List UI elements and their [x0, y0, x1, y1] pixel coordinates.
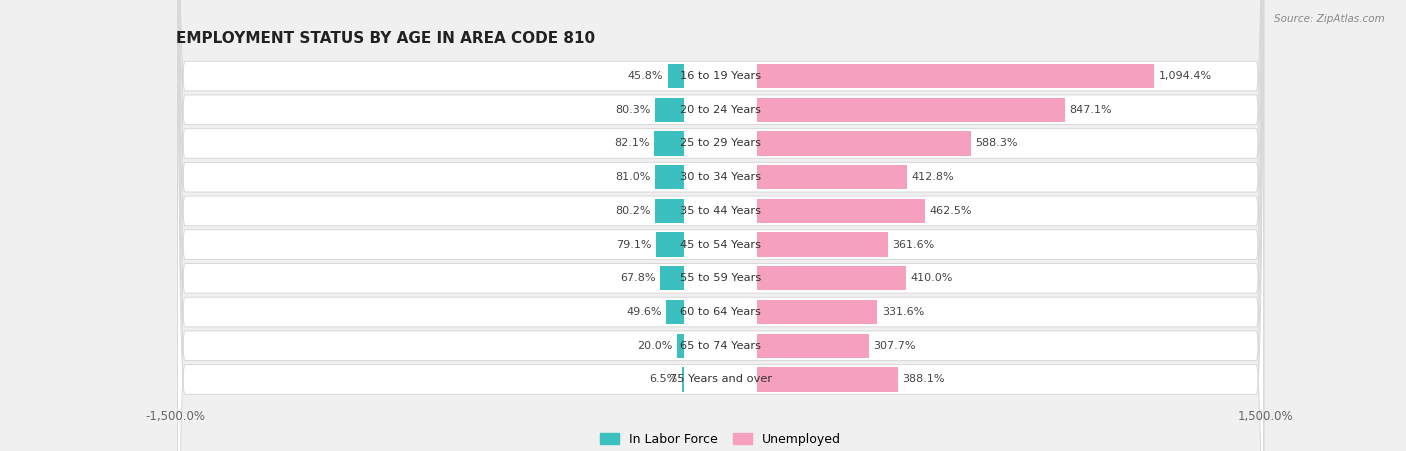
- Text: 331.6%: 331.6%: [882, 307, 924, 317]
- Text: 82.1%: 82.1%: [614, 138, 650, 148]
- Text: 847.1%: 847.1%: [1069, 105, 1112, 115]
- FancyBboxPatch shape: [177, 0, 1264, 451]
- Text: 79.1%: 79.1%: [616, 239, 651, 249]
- Text: 412.8%: 412.8%: [911, 172, 953, 182]
- Bar: [655, 97, 685, 122]
- Bar: [678, 334, 685, 358]
- Bar: [666, 300, 685, 324]
- Text: 67.8%: 67.8%: [620, 273, 655, 283]
- Text: 16 to 19 Years: 16 to 19 Years: [681, 71, 761, 81]
- Bar: [756, 232, 889, 257]
- Bar: [756, 367, 898, 391]
- Text: 81.0%: 81.0%: [614, 172, 651, 182]
- Text: 55 to 59 Years: 55 to 59 Years: [681, 273, 761, 283]
- Text: Source: ZipAtlas.com: Source: ZipAtlas.com: [1274, 14, 1385, 23]
- Bar: [756, 64, 1154, 88]
- Text: 388.1%: 388.1%: [903, 374, 945, 384]
- FancyBboxPatch shape: [177, 0, 1264, 451]
- Bar: [659, 266, 685, 290]
- Text: 80.3%: 80.3%: [616, 105, 651, 115]
- Text: EMPLOYMENT STATUS BY AGE IN AREA CODE 810: EMPLOYMENT STATUS BY AGE IN AREA CODE 81…: [176, 31, 595, 46]
- Text: 49.6%: 49.6%: [627, 307, 662, 317]
- FancyBboxPatch shape: [177, 0, 1264, 451]
- Text: 45.8%: 45.8%: [627, 71, 664, 81]
- FancyBboxPatch shape: [177, 0, 1264, 451]
- FancyBboxPatch shape: [177, 0, 1264, 451]
- Bar: [668, 64, 685, 88]
- Text: 20.0%: 20.0%: [637, 341, 672, 351]
- Text: 1,094.4%: 1,094.4%: [1159, 71, 1212, 81]
- FancyBboxPatch shape: [177, 0, 1264, 451]
- Legend: In Labor Force, Unemployed: In Labor Force, Unemployed: [596, 428, 845, 451]
- FancyBboxPatch shape: [177, 0, 1264, 451]
- Text: 30 to 34 Years: 30 to 34 Years: [681, 172, 761, 182]
- Bar: [655, 232, 685, 257]
- Bar: [756, 199, 925, 223]
- Text: 65 to 74 Years: 65 to 74 Years: [681, 341, 761, 351]
- Bar: [756, 131, 970, 156]
- Text: 75 Years and over: 75 Years and over: [669, 374, 772, 384]
- Text: 361.6%: 361.6%: [893, 239, 935, 249]
- Bar: [682, 367, 685, 391]
- FancyBboxPatch shape: [177, 0, 1264, 451]
- Text: 20 to 24 Years: 20 to 24 Years: [681, 105, 761, 115]
- Text: 60 to 64 Years: 60 to 64 Years: [681, 307, 761, 317]
- Bar: [654, 131, 685, 156]
- Text: 35 to 44 Years: 35 to 44 Years: [681, 206, 761, 216]
- FancyBboxPatch shape: [177, 0, 1264, 451]
- Bar: [756, 334, 869, 358]
- FancyBboxPatch shape: [177, 0, 1264, 451]
- Text: 45 to 54 Years: 45 to 54 Years: [681, 239, 761, 249]
- Bar: [756, 300, 877, 324]
- Bar: [655, 165, 685, 189]
- Bar: [756, 266, 905, 290]
- Text: 80.2%: 80.2%: [616, 206, 651, 216]
- Text: 410.0%: 410.0%: [910, 273, 952, 283]
- Text: 462.5%: 462.5%: [929, 206, 972, 216]
- Bar: [756, 165, 907, 189]
- Bar: [756, 97, 1064, 122]
- Text: 6.5%: 6.5%: [650, 374, 678, 384]
- Text: 588.3%: 588.3%: [974, 138, 1018, 148]
- Text: 25 to 29 Years: 25 to 29 Years: [681, 138, 761, 148]
- Text: 307.7%: 307.7%: [873, 341, 915, 351]
- Bar: [655, 199, 685, 223]
